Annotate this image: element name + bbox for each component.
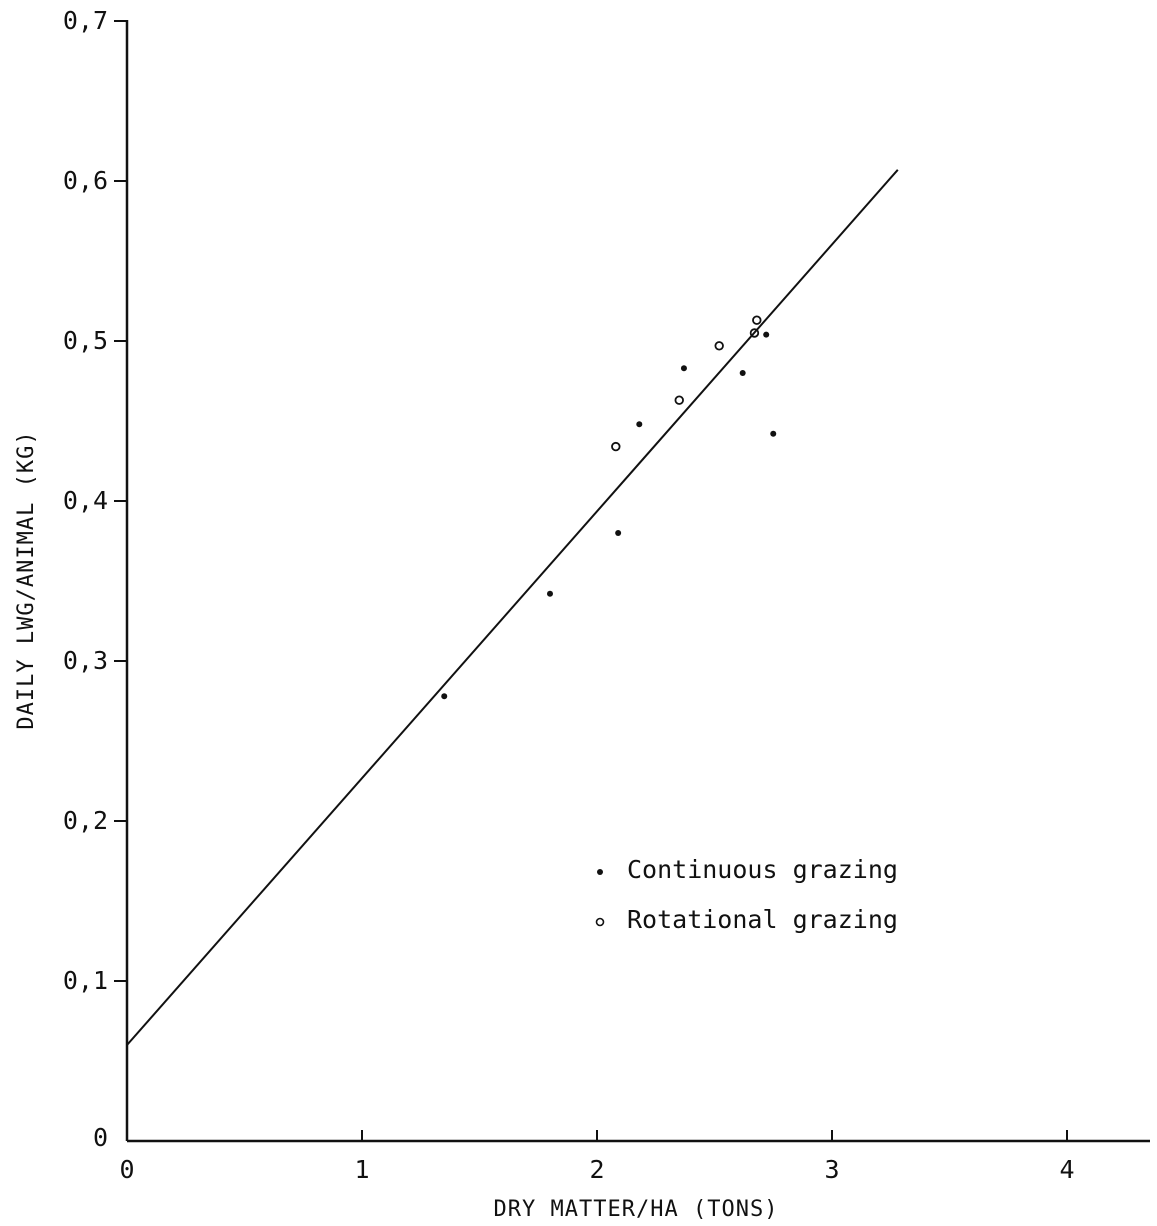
legend-label-rotational: Rotational grazing	[627, 905, 898, 934]
y-tick-label-5: 0,5	[63, 326, 108, 355]
y-tick-label-0: 0	[93, 1123, 108, 1152]
y-tick-label-6: 0,6	[63, 166, 108, 195]
y-tick-label-1: 0,1	[63, 966, 108, 995]
x-tick-label-0: 0	[119, 1155, 134, 1184]
point-s1-2	[714, 341, 724, 351]
point-s0-1	[547, 590, 553, 597]
ticks	[114, 20, 1068, 1141]
point-s0-4	[680, 365, 687, 372]
axes	[125, 20, 1150, 1143]
legend: Continuous grazing Rotational grazing	[595, 855, 898, 934]
tick-labels: 0 1 2 3 4 0 0,1 0,2 0,3 0,4 0,5 0,6 0,7	[63, 6, 1075, 1184]
y-tick-label-2: 0,2	[63, 806, 108, 835]
data-points	[441, 315, 777, 700]
y-tick-label-3: 0,3	[63, 646, 108, 675]
point-s0-0	[441, 693, 448, 700]
legend-marker-rotational	[595, 917, 605, 927]
y-axis-title: DAILY LWG/ANIMAL (KG)	[14, 430, 39, 729]
point-s0-2	[615, 530, 622, 536]
x-tick-label-4: 4	[1059, 1155, 1074, 1184]
legend-marker-continuous	[597, 869, 603, 875]
point-s0-7	[770, 430, 777, 437]
x-axis-title: DRY MATTER/HA (TONS)	[494, 1197, 779, 1222]
x-tick-label-2: 2	[589, 1155, 604, 1184]
y-tick-label-4: 0,4	[63, 486, 108, 515]
x-tick-label-1: 1	[354, 1155, 369, 1184]
point-s1-0	[611, 441, 621, 452]
y-tick-label-7: 0,7	[63, 6, 108, 35]
point-s0-6	[763, 331, 770, 338]
point-s0-3	[636, 421, 643, 428]
point-s0-5	[739, 370, 746, 376]
x-tick-label-3: 3	[824, 1155, 839, 1184]
legend-label-continuous: Continuous grazing	[627, 855, 898, 884]
point-s1-3	[749, 328, 760, 338]
regression-line	[126, 169, 899, 1046]
point-s1-1	[674, 395, 684, 405]
point-s1-4	[752, 315, 762, 325]
